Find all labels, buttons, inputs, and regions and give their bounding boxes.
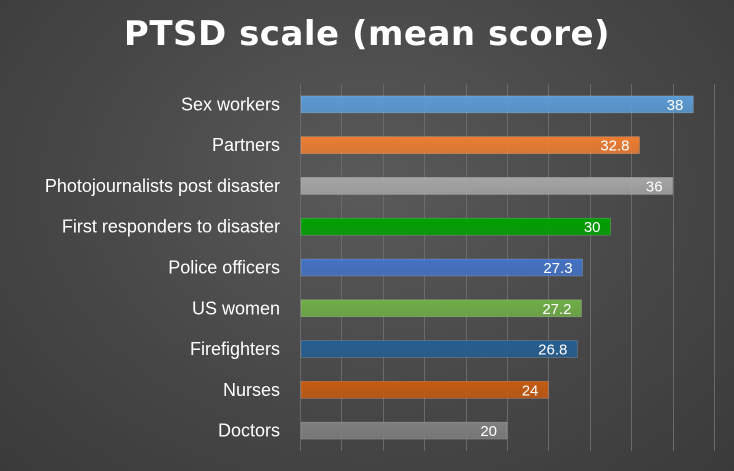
bar-sex-workers	[300, 95, 694, 114]
category-label: Sex workers	[181, 94, 280, 114]
bar-doctors	[300, 421, 508, 440]
bar-nurses	[300, 381, 549, 399]
value-label: 20	[480, 423, 497, 440]
value-label: 38	[667, 97, 684, 114]
category-label: Firefighters	[190, 339, 280, 359]
bar-photojournalists-post-disaster	[300, 177, 673, 195]
value-label: 26.8	[538, 342, 567, 359]
value-label: 36	[646, 178, 663, 195]
category-label: Partners	[212, 135, 280, 155]
value-label: 27.3	[543, 260, 572, 277]
chart-title: PTSD scale (mean score)	[123, 14, 611, 54]
bar-us-women	[300, 299, 582, 318]
category-label: Police officers	[168, 258, 280, 278]
category-label: First responders to disaster	[62, 217, 280, 237]
bar-firefighters	[300, 340, 578, 358]
value-label: 32.8	[600, 138, 629, 155]
category-label: Doctors	[218, 421, 280, 441]
category-label: US women	[192, 298, 280, 318]
value-label: 30	[584, 219, 601, 236]
value-label: 27.2	[542, 301, 571, 318]
category-label: Nurses	[223, 380, 280, 400]
bar-police-officers	[300, 258, 583, 277]
category-label: Photojournalists post disaster	[45, 176, 280, 196]
bar-first-responders-to-disaster	[300, 217, 611, 236]
bar-partners	[300, 136, 640, 154]
value-label: 24	[522, 382, 539, 399]
